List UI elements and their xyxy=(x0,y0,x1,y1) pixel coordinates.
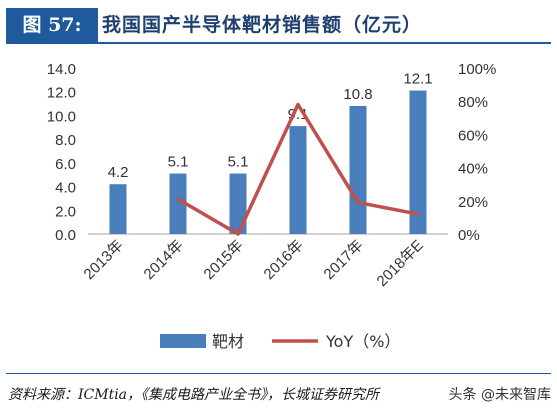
bar xyxy=(109,184,127,234)
right-tick-label: 80% xyxy=(458,94,488,111)
left-tick-label: 0.0 xyxy=(55,227,76,244)
bar-value-label: 4.2 xyxy=(108,164,129,181)
bar-value-label: 5.1 xyxy=(168,154,189,171)
right-tick-label: 0% xyxy=(458,227,480,244)
legend-bar-label: 靶材 xyxy=(212,332,244,351)
right-tick-label: 100% xyxy=(458,61,496,78)
yoy-point xyxy=(356,200,360,204)
yoy-point xyxy=(176,197,180,201)
bar xyxy=(409,90,427,235)
bar-value-label: 5.1 xyxy=(228,154,249,171)
x-tick-label: 2016年 xyxy=(261,237,307,283)
left-tick-label: 10.0 xyxy=(47,108,76,125)
left-tick-label: 14.0 xyxy=(47,61,76,78)
x-tick-label: 2015年 xyxy=(201,237,247,283)
bar-value-label: 12.1 xyxy=(403,71,432,88)
right-tick-label: 60% xyxy=(458,127,488,144)
left-tick-label: 6.0 xyxy=(55,156,76,173)
right-tick-label: 40% xyxy=(458,161,488,178)
x-tick-label: 2014年 xyxy=(141,237,187,283)
bar xyxy=(229,173,247,234)
x-tick-label: 2017年 xyxy=(321,237,367,283)
chart: 0.0 2.0 4.0 6.0 8.0 10.0 12.0 14.0 0% 20% 40% 60% 80… xyxy=(47,61,497,351)
left-tick-label: 4.0 xyxy=(55,180,76,197)
bar xyxy=(349,105,367,234)
left-tick-label: 2.0 xyxy=(55,203,76,220)
bar-value-label: 10.8 xyxy=(343,86,372,103)
legend-bar-swatch xyxy=(160,334,206,348)
bar xyxy=(289,126,307,234)
source-note: 资料来源：ICMtia，《集成电路产业全书》，长城证券研究所 xyxy=(8,387,380,403)
footer-divider xyxy=(6,373,551,374)
yoy-point xyxy=(416,212,420,216)
watermark: 头条 @未来智库 xyxy=(444,384,551,404)
yoy-point xyxy=(236,232,240,236)
legend-line-label: YoY（%） xyxy=(325,332,400,351)
bar xyxy=(169,173,187,234)
right-tick-label: 20% xyxy=(458,194,488,211)
figure-number: 图 57: xyxy=(6,8,98,42)
yoy-point xyxy=(296,103,300,107)
figure-title: 我国国产半导体靶材销售额（亿元） xyxy=(102,14,423,36)
x-tick-label: 2013年 xyxy=(81,237,127,283)
left-tick-label: 12.0 xyxy=(47,85,76,102)
x-tick-label: 2018年E xyxy=(374,237,427,290)
left-tick-label: 8.0 xyxy=(55,132,76,149)
figure-header: 图 57: 我国国产半导体靶材销售额（亿元） xyxy=(6,8,551,44)
